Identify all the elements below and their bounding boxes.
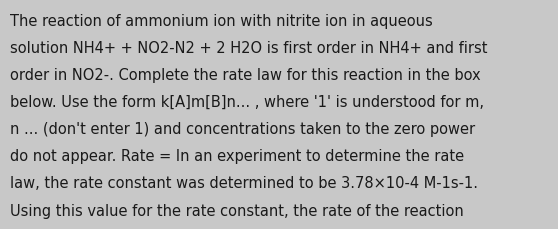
Text: order in NO2-. Complete the rate law for this reaction in the box: order in NO2-. Complete the rate law for…: [10, 68, 480, 83]
Text: do not appear. Rate = In an experiment to determine the rate: do not appear. Rate = In an experiment t…: [10, 149, 464, 164]
Text: n ... (don't enter 1) and concentrations taken to the zero power: n ... (don't enter 1) and concentrations…: [10, 122, 475, 137]
Text: solution NH4+ + NO2-N2 + 2 H2O is first order in NH4+ and first: solution NH4+ + NO2-N2 + 2 H2O is first …: [10, 41, 488, 56]
Text: below. Use the form k[A]m[B]n... , where '1' is understood for m,: below. Use the form k[A]m[B]n... , where…: [10, 95, 484, 110]
Text: Using this value for the rate constant, the rate of the reaction: Using this value for the rate constant, …: [10, 203, 464, 218]
Text: law, the rate constant was determined to be 3.78×10-4 M-1s-1.: law, the rate constant was determined to…: [10, 176, 478, 191]
Text: The reaction of ammonium ion with nitrite ion in aqueous: The reaction of ammonium ion with nitrit…: [10, 14, 433, 29]
